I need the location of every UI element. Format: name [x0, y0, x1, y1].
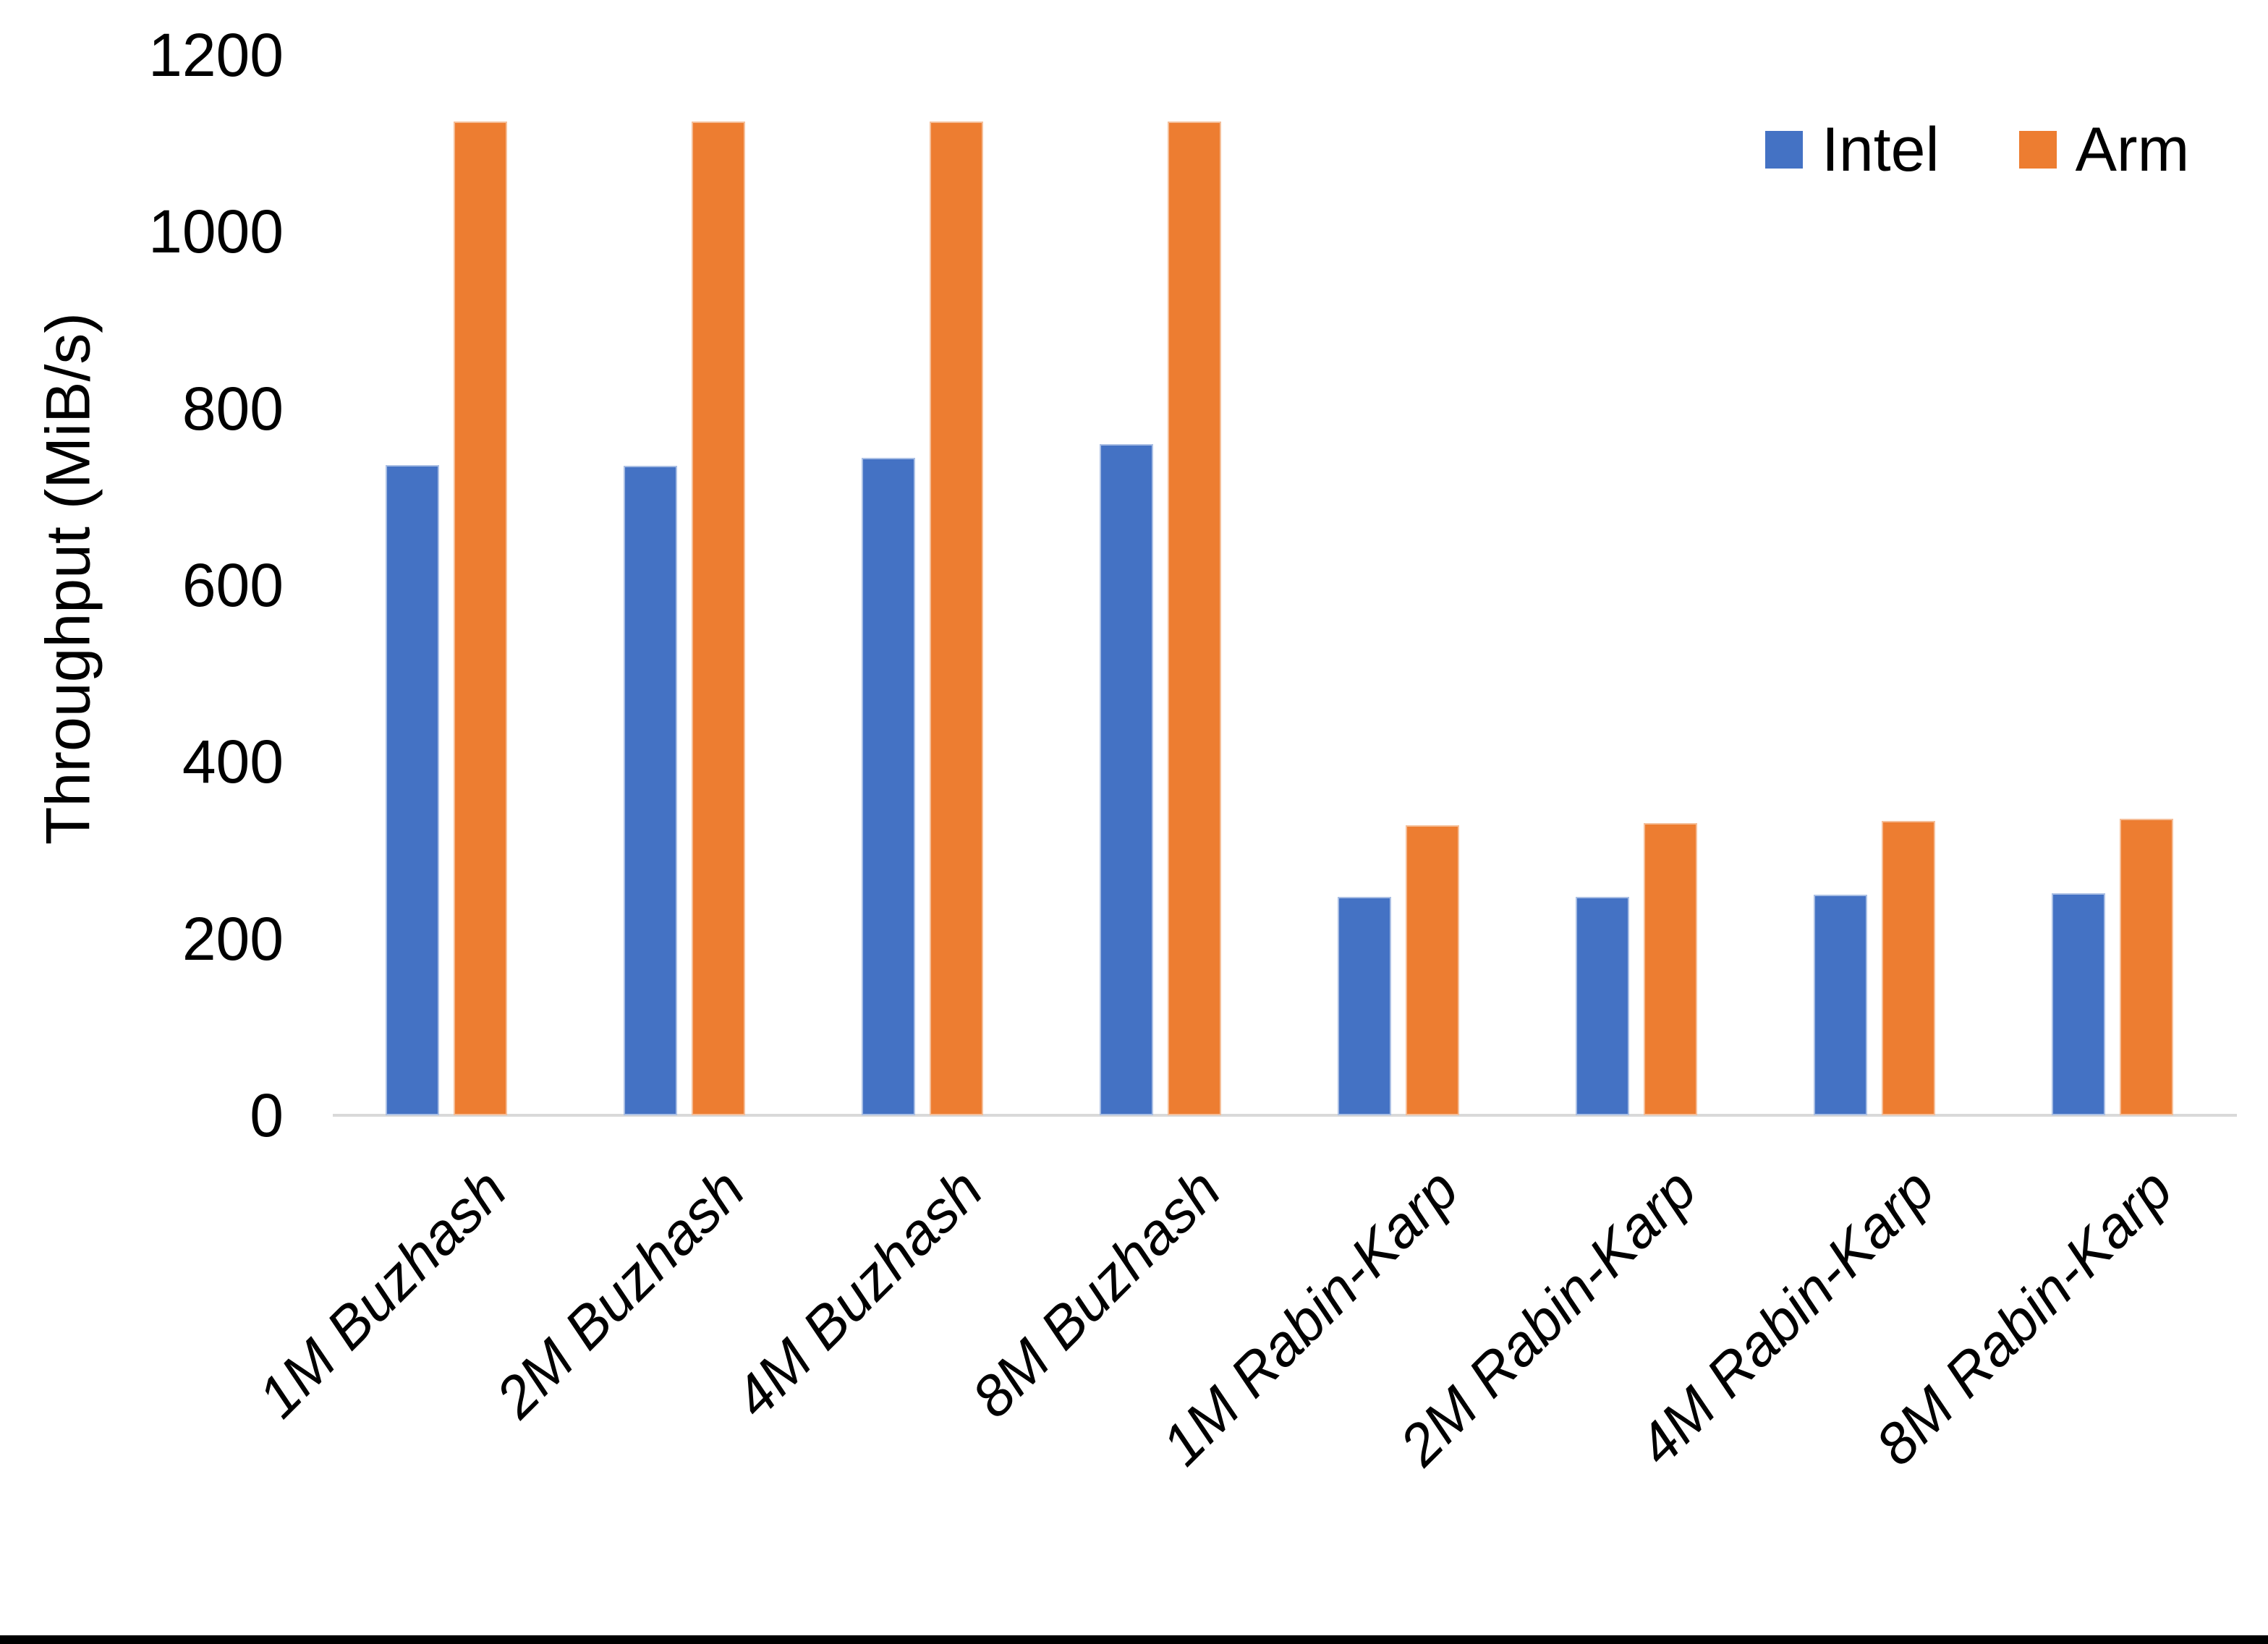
- bar-arm-1m-rabin-karp: [1406, 825, 1459, 1115]
- bar-arm-2m-rabin-karp: [1644, 822, 1697, 1115]
- x-axis-line: [333, 1114, 2237, 1117]
- y-tick-label: 0: [250, 1081, 284, 1149]
- y-tick-label: 400: [182, 728, 284, 796]
- y-tick-label: 200: [182, 904, 284, 973]
- x-tick-label: 4M Buzhash: [721, 1157, 995, 1430]
- legend: Intel Arm: [1765, 117, 2189, 182]
- bar-arm-8m-buzhash: [1168, 121, 1221, 1115]
- legend-item-arm: Arm: [2018, 115, 2190, 184]
- legend-swatch-intel: [1765, 131, 1803, 169]
- x-tick-label: 1M Buzhash: [245, 1157, 519, 1430]
- bar-arm-2m-buzhash: [692, 121, 745, 1115]
- bar-arm-1m-buzhash: [454, 121, 507, 1115]
- x-tick-label: 2M Buzhash: [483, 1157, 757, 1430]
- bar-intel-1m-buzhash: [386, 464, 439, 1115]
- bar-intel-2m-rabin-karp: [1576, 897, 1629, 1115]
- bar-intel-1m-rabin-karp: [1338, 897, 1391, 1115]
- bar-intel-2m-buzhash: [624, 466, 677, 1115]
- y-tick-label: 1200: [148, 21, 284, 89]
- bar-arm-4m-rabin-karp: [1882, 821, 1935, 1115]
- bar-intel-8m-buzhash: [1100, 443, 1153, 1115]
- bar-arm-4m-buzhash: [930, 121, 983, 1115]
- legend-item-intel: Intel: [1765, 117, 1940, 182]
- bar-intel-4m-rabin-karp: [1814, 894, 1867, 1115]
- bar-intel-8m-rabin-karp: [2052, 893, 2105, 1115]
- bar-arm-8m-rabin-karp: [2120, 818, 2173, 1115]
- legend-label-intel: Intel: [1822, 115, 1940, 184]
- legend-swatch-arm: [2018, 131, 2057, 169]
- plot-area: [333, 55, 2237, 1115]
- y-tick-label: 1000: [148, 197, 284, 266]
- y-tick-label: 600: [182, 551, 284, 619]
- y-tick-label: 800: [182, 374, 284, 443]
- legend-label-arm: Arm: [2075, 115, 2190, 184]
- bar-intel-4m-buzhash: [862, 458, 915, 1115]
- bottom-border-bar: [0, 1635, 2268, 1644]
